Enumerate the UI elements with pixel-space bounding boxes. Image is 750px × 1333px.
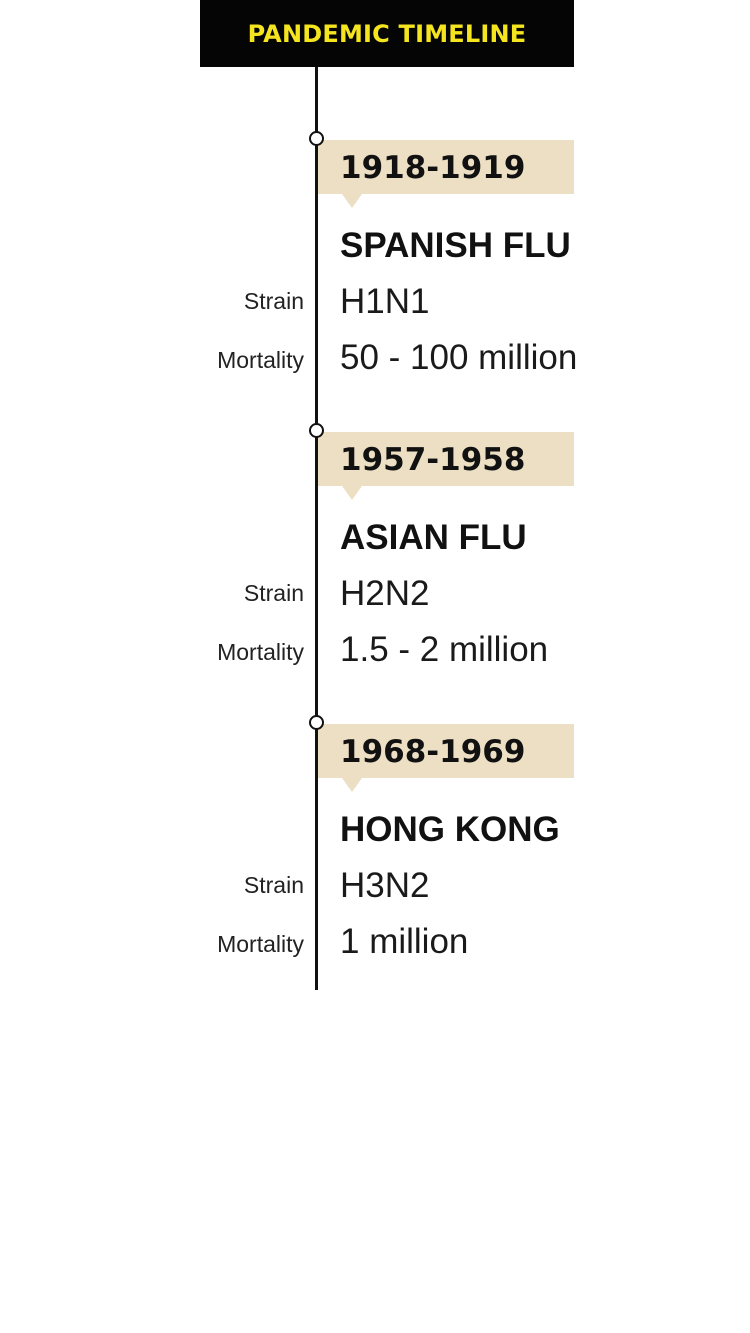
mortality-label: Mortality [217,639,304,665]
strain-label: Strain [243,872,304,898]
timeline-header: PANDEMIC TIMELINE [200,0,574,67]
mortality-label: Mortality [217,931,304,957]
strain-label: Strain [243,580,304,606]
date-banner-pointer [342,194,362,208]
event-dates: 1957-1958 [340,442,526,478]
mortality-label: Mortality [217,347,304,373]
date-banner: 1957-1958 [318,432,574,486]
strain-value: H3N2 [340,866,430,905]
mortality-value: 1 million [340,922,469,961]
event-dates: 1968-1969 [340,734,526,770]
event-name: SPANISH FLU [340,226,571,265]
event-name: HONG KONG [340,810,560,849]
timeline-axis [315,67,318,990]
event-dates: 1918-1919 [340,150,526,186]
timeline-node [309,715,324,730]
timeline-event-spanish-flu: 1918-1919 SPANISH FLU Strain H1N1 Mortal… [0,131,750,380]
timeline-event-asian-flu: 1957-1958 ASIAN FLU Strain H2N2 Mortalit… [0,423,750,672]
mortality-value: 1.5 - 2 million [340,630,549,669]
page-title: PANDEMIC TIMELINE [247,19,527,48]
date-banner-pointer [342,486,362,500]
mortality-value: 50 - 100 million [340,338,578,377]
date-banner: 1968-1969 [318,724,574,778]
date-banner: 1918-1919 [318,140,574,194]
strain-value: H1N1 [340,282,430,321]
strain-value: H2N2 [340,574,430,613]
date-banner-pointer [342,778,362,792]
timeline-node [309,131,324,146]
timeline-event-hong-kong: 1968-1969 HONG KONG Strain H3N2 Mortalit… [0,715,750,964]
event-name: ASIAN FLU [340,518,527,557]
timeline-node [309,423,324,438]
strain-label: Strain [243,288,304,314]
